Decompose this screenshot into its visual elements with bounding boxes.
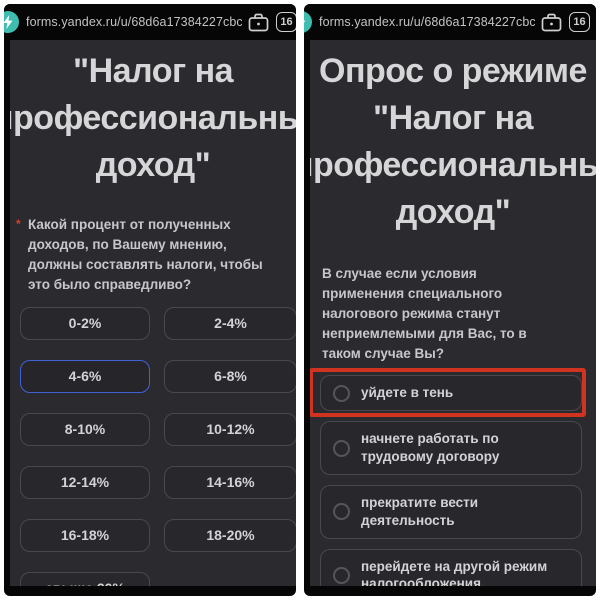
- answer-button-6-8[interactable]: 6-8%: [164, 359, 296, 393]
- form-title-line: профессиональный: [310, 145, 596, 184]
- radio-option-shadow[interactable]: уйдете в тень: [310, 368, 586, 418]
- form-title-line: доход": [395, 192, 511, 231]
- form-title: Опрос о режиме "Налог на профессиональны…: [310, 48, 596, 236]
- radio-circle-icon[interactable]: [333, 503, 350, 521]
- question-label: В случае если условия применения специал…: [322, 265, 527, 361]
- radio-circle-icon[interactable]: [333, 384, 350, 402]
- answer-button-18-20[interactable]: 18-20%: [164, 518, 296, 552]
- question-text: * Какой процент от полученных доходов, п…: [10, 215, 296, 295]
- answer-grid: 0-2% 2-4% 4-6% 6-8% 8-10% 10-12% 12-14% …: [20, 306, 296, 586]
- radio-option-stop-activity[interactable]: прекратите вести деятельность: [320, 484, 582, 539]
- left-screenshot: forms.yandex.ru/u/68d6a17384227cbc312c8 …: [4, 4, 296, 596]
- answer-button-4-6-selected[interactable]: 4-6%: [20, 359, 150, 393]
- answer-button-8-10[interactable]: 8-10%: [20, 412, 150, 446]
- right-screenshot: forms.yandex.ru/u/68d6a17384227cbc312c8 …: [304, 4, 596, 596]
- form-page: "Налог на профессиональный доход" * Како…: [10, 40, 296, 586]
- radio-option-list: уйдете в тень начнете работать по трудов…: [310, 368, 586, 586]
- tab-counter[interactable]: 16: [569, 12, 590, 32]
- shield-lightning-icon[interactable]: [4, 11, 19, 33]
- radio-option-other-regime[interactable]: перейдете на другой режим налогообложени…: [320, 548, 582, 586]
- form-title-line: Опрос о режиме: [319, 52, 587, 90]
- browser-url-bar[interactable]: forms.yandex.ru/u/68d6a17384227cbc312c8 …: [4, 4, 296, 40]
- briefcase-icon[interactable]: [248, 13, 269, 32]
- briefcase-icon[interactable]: [541, 13, 562, 32]
- form-title-line: "Налог на: [372, 98, 534, 137]
- radio-option-labor-contract[interactable]: начнете работать по трудовому договору: [320, 421, 582, 475]
- answer-button-2-4[interactable]: 2-4%: [164, 306, 296, 340]
- answer-button-16-18[interactable]: 16-18%: [20, 518, 150, 552]
- url-text[interactable]: forms.yandex.ru/u/68d6a17384227cbc312c8: [319, 15, 535, 29]
- answer-button-0-2[interactable]: 0-2%: [20, 306, 150, 340]
- form-title-line: "Налог на: [72, 52, 234, 90]
- url-text[interactable]: forms.yandex.ru/u/68d6a17384227cbc312c8: [26, 15, 242, 29]
- answer-button-over-20[interactable]: свыше 20%: [20, 571, 150, 586]
- form-title-line: профессиональный: [10, 98, 296, 137]
- answer-button-12-14[interactable]: 12-14%: [20, 465, 150, 499]
- answer-button-10-12[interactable]: 10-12%: [164, 412, 296, 446]
- browser-url-bar[interactable]: forms.yandex.ru/u/68d6a17384227cbc312c8 …: [304, 4, 596, 40]
- required-marker: *: [16, 216, 21, 231]
- tab-counter[interactable]: 16: [276, 12, 296, 32]
- form-title: "Налог на профессиональный доход": [10, 48, 296, 189]
- question-text: В случае если условия применения специал…: [310, 264, 596, 364]
- question-label: Какой процент от полученных доходов, по …: [28, 216, 263, 292]
- radio-circle-icon[interactable]: [333, 439, 350, 457]
- form-page: Опрос о режиме "Налог на профессиональны…: [310, 40, 596, 586]
- answer-button-14-16[interactable]: 14-16%: [164, 465, 296, 499]
- form-title-line: доход": [95, 145, 211, 184]
- shield-lightning-icon[interactable]: [304, 11, 312, 33]
- radio-circle-icon[interactable]: [333, 566, 350, 584]
